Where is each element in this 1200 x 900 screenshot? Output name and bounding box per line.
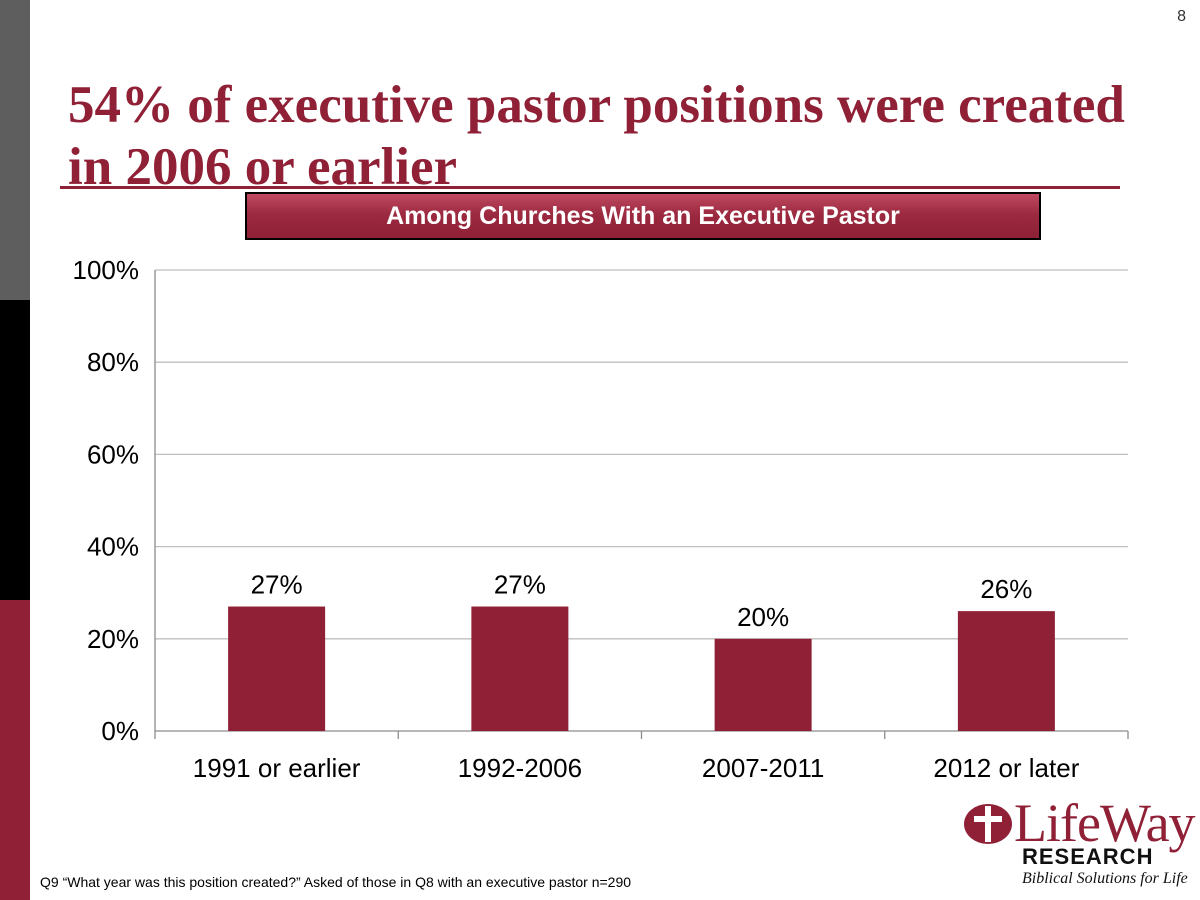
- y-tick-label: 100%: [73, 255, 140, 285]
- bar: [228, 606, 326, 731]
- bar: [714, 638, 812, 731]
- x-tick-label: 2012 or later: [933, 753, 1079, 783]
- y-tick-label: 60%: [87, 439, 139, 469]
- lifeway-logo: LifeWay RESEARCH Biblical Solutions for …: [960, 793, 1196, 894]
- data-label: 27%: [494, 570, 546, 600]
- y-tick-label: 80%: [87, 347, 139, 377]
- y-tick-label: 20%: [87, 624, 139, 654]
- bar: [957, 611, 1055, 731]
- y-tick-label: 40%: [87, 532, 139, 562]
- data-label: 27%: [251, 570, 303, 600]
- x-tick-label: 2007-2011: [702, 753, 824, 783]
- logo-tagline: Biblical Solutions for Life: [1022, 870, 1188, 887]
- slide-title: 54% of executive pastor positions were c…: [68, 76, 1125, 196]
- slide-number: 8: [1177, 8, 1186, 25]
- logo-word: LifeWay: [1014, 793, 1196, 853]
- cross-circle-icon: [964, 804, 1012, 844]
- side-bar-black: [0, 300, 30, 600]
- y-tick-label: 0%: [101, 716, 139, 746]
- subtitle-banner: Among Churches With an Executive Pastor: [245, 192, 1041, 240]
- x-tick-label: 1991 or earlier: [193, 753, 361, 783]
- side-bar-gray: [0, 0, 30, 300]
- data-label: 26%: [980, 574, 1032, 604]
- bar-chart: 0% 20% 40% 60% 80% 100% 27% 1991 or earlier 27% 1…: [73, 255, 1129, 783]
- title-divider: [60, 186, 1120, 189]
- side-bar-red: [0, 600, 30, 900]
- data-label: 20%: [737, 602, 789, 632]
- x-tick-label: 1992-2006: [458, 753, 582, 783]
- bar: [471, 606, 569, 731]
- footnote: Q9 “What year was this position created?…: [40, 874, 632, 890]
- logo-research: RESEARCH: [1022, 844, 1154, 869]
